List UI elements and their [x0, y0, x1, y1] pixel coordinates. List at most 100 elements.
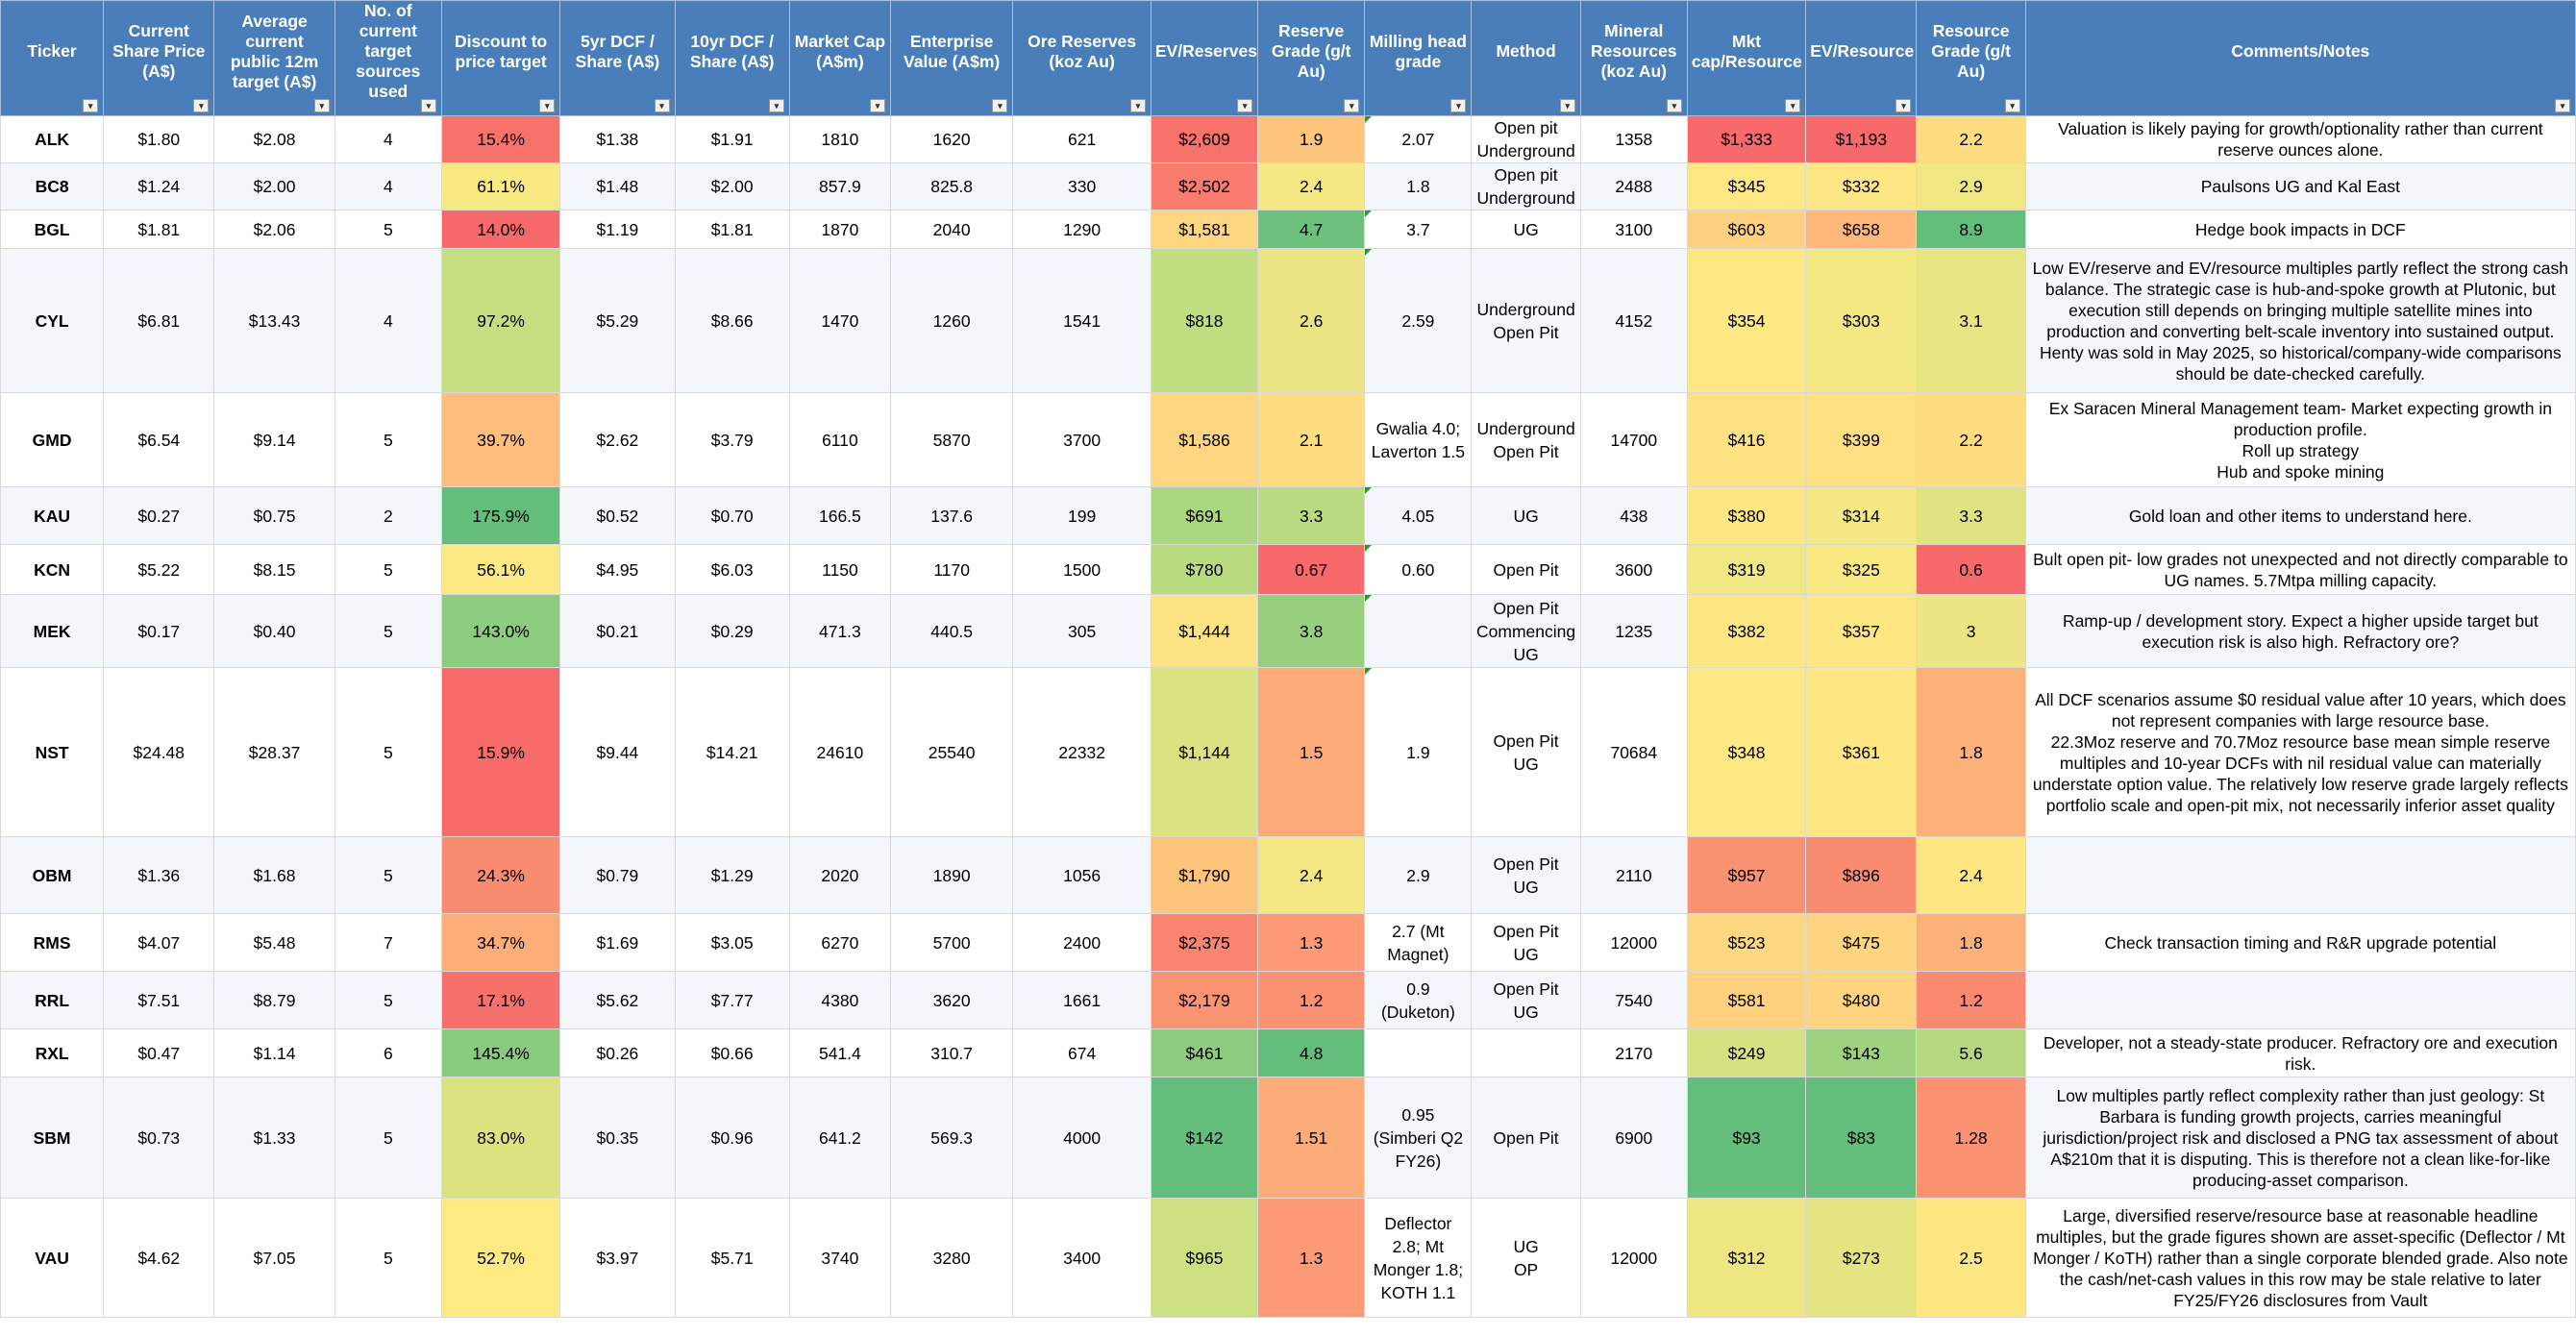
filter-dropdown-icon[interactable] — [1237, 99, 1253, 112]
cell-mcap-resource[interactable]: $603 — [1686, 210, 1807, 249]
cell-ev-resource[interactable]: $399 — [1805, 392, 1918, 487]
cell-discount[interactable]: 145.4% — [440, 1028, 561, 1077]
cell-discount[interactable]: 61.1% — [440, 162, 561, 210]
cell-mill[interactable]: 0.95 (Simberi Q2 FY26) — [1364, 1077, 1473, 1199]
cell-reserves[interactable]: 1290 — [1012, 210, 1152, 249]
cell-sources[interactable]: 5 — [334, 1198, 442, 1318]
cell-mcap-resource[interactable]: $312 — [1686, 1198, 1807, 1318]
cell-price[interactable]: $0.27 — [103, 486, 215, 545]
cell-sources[interactable]: 2 — [334, 486, 442, 545]
cell-resource-grade[interactable]: 2.9 — [1916, 162, 2026, 210]
cell-mill[interactable] — [1364, 1028, 1473, 1077]
cell-dcf10[interactable]: $1.81 — [674, 210, 790, 249]
cell-ticker[interactable]: ALK — [0, 115, 105, 163]
cell-dcf10[interactable]: $8.66 — [674, 248, 790, 393]
cell-reserves[interactable]: 199 — [1012, 486, 1152, 545]
cell-method[interactable]: UG — [1471, 486, 1581, 545]
cell-ticker[interactable]: RRL — [0, 971, 105, 1029]
cell-mcap-resource[interactable]: $382 — [1686, 594, 1807, 668]
cell-note[interactable]: Valuation is likely paying for growth/op… — [2024, 115, 2576, 163]
cell-reserves[interactable]: 3700 — [1012, 392, 1152, 487]
cell-note[interactable]: Paulsons UG and Kal East — [2024, 162, 2576, 210]
cell-ev-res[interactable]: $1,790 — [1150, 836, 1259, 914]
cell-dcf10[interactable]: $1.29 — [674, 836, 790, 914]
cell-resources[interactable]: 2488 — [1579, 162, 1688, 210]
cell-mill[interactable]: 0.60 — [1364, 544, 1473, 595]
cell-ev[interactable]: 5870 — [889, 392, 1014, 487]
filter-dropdown-icon[interactable] — [1895, 99, 1912, 112]
cell-ticker[interactable]: VAU — [0, 1198, 105, 1318]
cell-res-grade[interactable]: 4.8 — [1257, 1028, 1366, 1077]
cell-mcap-resource[interactable]: $348 — [1686, 667, 1807, 837]
cell-reserves[interactable]: 1056 — [1012, 836, 1152, 914]
cell-mill[interactable]: 2.9 — [1364, 836, 1473, 914]
cell-ticker[interactable]: BC8 — [0, 162, 105, 210]
cell-sources[interactable]: 5 — [334, 1077, 442, 1199]
cell-sources[interactable]: 5 — [334, 667, 442, 837]
cell-mill[interactable]: 4.05 — [1364, 486, 1473, 545]
cell-ticker[interactable]: CYL — [0, 248, 105, 393]
cell-ev-res[interactable]: $965 — [1150, 1198, 1259, 1318]
cell-reserves[interactable]: 305 — [1012, 594, 1152, 668]
cell-dcf5[interactable]: $5.29 — [559, 248, 676, 393]
cell-price[interactable]: $1.80 — [103, 115, 215, 163]
cell-dcf10[interactable]: $0.66 — [674, 1028, 790, 1077]
cell-mcap[interactable]: 857.9 — [788, 162, 891, 210]
cell-price[interactable]: $0.17 — [103, 594, 215, 668]
filter-dropdown-icon[interactable] — [2555, 99, 2570, 112]
cell-resources[interactable]: 12000 — [1579, 1198, 1688, 1318]
cell-ev[interactable]: 3620 — [889, 971, 1014, 1029]
cell-ticker[interactable]: RXL — [0, 1028, 105, 1077]
cell-ev-res[interactable]: $1,144 — [1150, 667, 1259, 837]
cell-mcap-resource[interactable]: $957 — [1686, 836, 1807, 914]
cell-resource-grade[interactable]: 8.9 — [1916, 210, 2026, 249]
cell-dcf5[interactable]: $0.79 — [559, 836, 676, 914]
cell-dcf5[interactable]: $0.21 — [559, 594, 676, 668]
cell-mcap[interactable]: 4380 — [788, 971, 891, 1029]
cell-discount[interactable]: 34.7% — [440, 913, 561, 972]
cell-dcf10[interactable]: $14.21 — [674, 667, 790, 837]
filter-dropdown-icon[interactable] — [193, 99, 210, 112]
cell-resource-grade[interactable]: 5.6 — [1916, 1028, 2026, 1077]
cell-price[interactable]: $1.36 — [103, 836, 215, 914]
cell-reserves[interactable]: 330 — [1012, 162, 1152, 210]
cell-mcap[interactable]: 471.3 — [788, 594, 891, 668]
cell-method[interactable]: Open Pit UG — [1471, 913, 1581, 972]
filter-dropdown-icon[interactable] — [420, 99, 436, 112]
cell-mcap[interactable]: 3740 — [788, 1198, 891, 1318]
cell-mcap[interactable]: 24610 — [788, 667, 891, 837]
cell-resources[interactable]: 2170 — [1579, 1028, 1688, 1077]
cell-mill[interactable]: 2.07 — [1364, 115, 1473, 163]
cell-mcap[interactable]: 641.2 — [788, 1077, 891, 1199]
cell-sources[interactable]: 7 — [334, 913, 442, 972]
cell-mcap[interactable]: 1150 — [788, 544, 891, 595]
cell-res-grade[interactable]: 1.5 — [1257, 667, 1366, 837]
cell-method[interactable]: Open Pit — [1471, 1077, 1581, 1199]
cell-sources[interactable]: 4 — [334, 115, 442, 163]
cell-dcf5[interactable]: $2.62 — [559, 392, 676, 487]
cell-resource-grade[interactable]: 1.8 — [1916, 913, 2026, 972]
cell-res-grade[interactable]: 1.3 — [1257, 1198, 1366, 1318]
cell-resources[interactable]: 3600 — [1579, 544, 1688, 595]
cell-target[interactable]: $5.48 — [213, 913, 335, 972]
cell-resource-grade[interactable]: 1.8 — [1916, 667, 2026, 837]
cell-ev-res[interactable]: $2,609 — [1150, 115, 1259, 163]
cell-resource-grade[interactable]: 3.3 — [1916, 486, 2026, 545]
cell-dcf5[interactable]: $1.38 — [559, 115, 676, 163]
cell-ev-res[interactable]: $1,586 — [1150, 392, 1259, 487]
cell-resource-grade[interactable]: 0.6 — [1916, 544, 2026, 595]
cell-target[interactable]: $13.43 — [213, 248, 335, 393]
cell-ev-resource[interactable]: $143 — [1805, 1028, 1918, 1077]
cell-note[interactable] — [2024, 971, 2576, 1029]
cell-price[interactable]: $6.54 — [103, 392, 215, 487]
cell-dcf10[interactable]: $0.70 — [674, 486, 790, 545]
cell-price[interactable]: $1.81 — [103, 210, 215, 249]
cell-resource-grade[interactable]: 2.2 — [1916, 115, 2026, 163]
cell-ev-res[interactable]: $1,444 — [1150, 594, 1259, 668]
cell-resource-grade[interactable]: 2.2 — [1916, 392, 2026, 487]
cell-reserves[interactable]: 1500 — [1012, 544, 1152, 595]
cell-mcap[interactable]: 6270 — [788, 913, 891, 972]
cell-target[interactable]: $8.15 — [213, 544, 335, 595]
filter-dropdown-icon[interactable] — [768, 99, 784, 112]
cell-resources[interactable]: 7540 — [1579, 971, 1688, 1029]
